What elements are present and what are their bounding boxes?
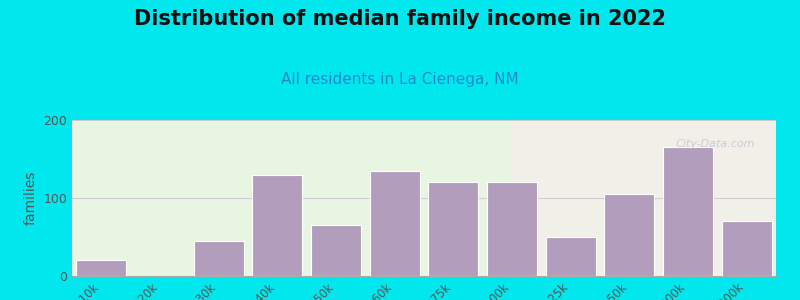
Bar — [512, 120, 776, 276]
Bar — [663, 147, 713, 276]
Bar — [487, 182, 537, 276]
Bar — [722, 221, 771, 276]
Bar — [370, 171, 419, 276]
Bar — [253, 175, 302, 276]
Text: City-Data.com: City-Data.com — [675, 139, 755, 149]
Text: All residents in La Cienega, NM: All residents in La Cienega, NM — [281, 72, 519, 87]
Bar — [429, 182, 478, 276]
Bar — [77, 260, 126, 276]
Bar — [194, 241, 243, 276]
Bar — [311, 225, 361, 276]
Text: Distribution of median family income in 2022: Distribution of median family income in … — [134, 9, 666, 29]
Bar — [605, 194, 654, 276]
Bar — [546, 237, 595, 276]
Y-axis label: families: families — [24, 171, 38, 225]
